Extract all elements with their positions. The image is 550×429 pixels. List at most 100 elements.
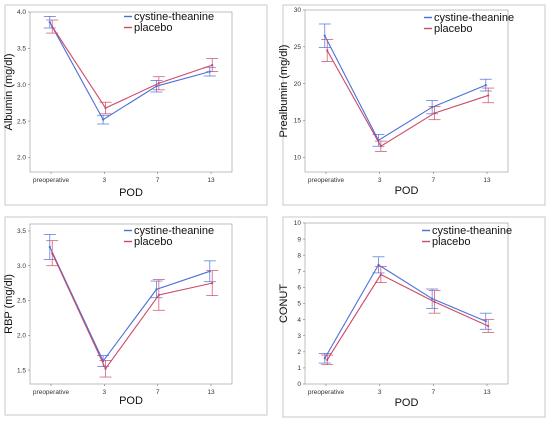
y-tick-label: 2 <box>297 349 301 356</box>
data-point <box>487 324 490 328</box>
chart-svg: 2.0 2.5 3.0 3.5 4.0 preoperative 3 7 13 POD Albumi… <box>3 4 268 206</box>
legend-label: placebo <box>134 236 173 248</box>
data-point <box>326 358 329 361</box>
y-tick-label: 5 <box>297 301 301 308</box>
data-point <box>379 273 382 276</box>
y-tick-label: 4 <box>297 317 301 324</box>
y-tick-label: 3.0 <box>17 263 26 270</box>
chart-svg: 1.5 2.0 2.5 3.0 3.5 preoperative 3 7 13 POD RBP (m… <box>3 216 268 416</box>
y-tick-label: 30 <box>294 7 302 14</box>
y-tick-label: 2.0 <box>17 333 26 340</box>
x-tick-label: 7 <box>432 177 436 184</box>
data-point <box>104 106 107 110</box>
x-axis-label: POD <box>395 397 419 409</box>
x-tick-label: 7 <box>432 389 436 396</box>
x-tick-label: 13 <box>483 177 491 184</box>
x-tick-label: 3 <box>378 389 382 396</box>
chart-svg: 0 1 2 3 4 5 6 7 8 9 10 preoperative 3 7 13 POD CONUT cyst… <box>278 216 546 418</box>
y-tick-label: 4.0 <box>17 9 26 16</box>
x-tick-label: 7 <box>156 389 160 396</box>
data-point <box>377 263 380 266</box>
y-axis-label: Albumin (mg/dl) <box>3 53 15 130</box>
y-tick-label: 10 <box>294 220 302 227</box>
plot-area <box>29 11 233 173</box>
data-point <box>433 111 436 115</box>
y-tick-label: 15 <box>294 118 302 125</box>
y-tick-label: 2.5 <box>17 118 26 125</box>
rbp-chart: 1.5 2.0 2.5 3.0 3.5 preoperative 3 7 13 POD RBP (m… <box>0 212 275 424</box>
data-point <box>211 63 214 67</box>
plot-area <box>304 9 509 173</box>
y-tick-label: 7 <box>297 269 301 276</box>
x-axis-label: POD <box>119 187 143 199</box>
series-line-placebo <box>326 273 489 361</box>
y-tick-label: 2.0 <box>17 155 26 162</box>
x-tick-label: 3 <box>103 177 107 184</box>
data-point <box>484 320 487 323</box>
data-point <box>433 300 436 303</box>
series-line-placebo <box>326 50 489 147</box>
y-tick-label: 3.0 <box>17 82 26 89</box>
y-axis-label: CONUT <box>278 284 290 323</box>
data-point <box>155 288 158 291</box>
x-tick-label: 13 <box>207 177 215 184</box>
series-line-cystine-theanine <box>49 246 210 363</box>
series-line-cystine-theanine <box>324 264 487 359</box>
legend-label: cystine-theanine <box>432 225 512 237</box>
legend-label: cystine-theanine <box>434 12 514 24</box>
data-point <box>51 25 54 28</box>
y-tick-label: 6 <box>297 285 301 292</box>
data-point <box>48 21 51 24</box>
data-point <box>326 49 329 52</box>
x-axis-label: POD <box>395 185 419 197</box>
legend-label: placebo <box>134 22 173 34</box>
prealbumin-chart: 10 15 20 25 30 preoperative 3 7 13 POD Prealbumin … <box>275 0 550 212</box>
y-tick-label: 2.5 <box>17 298 26 305</box>
data-point <box>51 252 54 255</box>
panel-frame <box>4 4 268 206</box>
data-point <box>104 367 107 370</box>
panel-frame <box>282 4 546 206</box>
x-tick-label: 13 <box>483 389 491 396</box>
y-tick-label: 3.5 <box>17 228 26 235</box>
data-point <box>157 82 160 85</box>
series-line-cystine-theanine <box>324 35 487 142</box>
y-tick-label: 10 <box>294 154 302 161</box>
data-point <box>323 357 326 360</box>
x-axis-label: POD <box>119 395 143 407</box>
x-tick-label: 13 <box>207 389 215 396</box>
x-tick-label: preoperative <box>33 389 70 396</box>
data-point <box>484 84 487 87</box>
y-tick-label: 20 <box>294 81 302 88</box>
x-tick-label: preoperative <box>33 177 70 184</box>
x-tick-label: 7 <box>156 177 160 184</box>
y-tick-label: 9 <box>297 236 301 243</box>
legend-label: cystine-theanine <box>134 225 214 237</box>
y-tick-label: 25 <box>294 44 302 51</box>
legend-label: placebo <box>432 236 471 248</box>
y-tick-label: 3 <box>297 333 301 340</box>
x-tick-label: preoperative <box>308 177 345 184</box>
y-tick-label: 1 <box>297 365 301 372</box>
plot-area <box>29 223 233 385</box>
data-point <box>157 293 160 297</box>
y-tick-label: 8 <box>297 252 301 259</box>
x-tick-label: 3 <box>103 389 107 396</box>
panel-frame <box>282 216 546 418</box>
series-line-cystine-theanine <box>49 21 210 121</box>
data-point <box>102 118 105 121</box>
data-point <box>487 94 490 97</box>
chart-svg: 10 15 20 25 30 preoperative 3 7 13 POD Prealbumin … <box>278 4 546 206</box>
y-axis-label: Prealbumin (mg/dl) <box>278 45 290 138</box>
data-point <box>48 245 51 249</box>
legend-label: placebo <box>434 23 473 35</box>
legend-label: cystine-theanine <box>134 11 214 23</box>
series-line-placebo <box>51 26 213 109</box>
albumin-chart: 2.0 2.5 3.0 3.5 4.0 preoperative 3 7 13 POD Albumi… <box>0 0 275 212</box>
y-tick-label: 0 <box>297 381 301 388</box>
y-tick-label: 3.5 <box>17 46 26 53</box>
